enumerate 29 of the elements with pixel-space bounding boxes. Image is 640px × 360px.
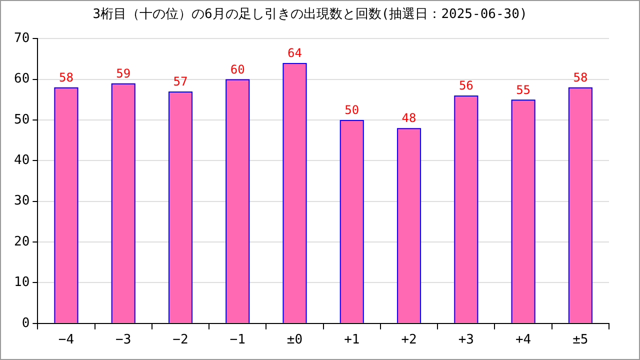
- data-label: 58: [573, 70, 588, 85]
- x-tick-label: −1: [230, 332, 246, 348]
- data-label: 60: [230, 62, 245, 76]
- x-tick-label: −4: [58, 332, 74, 348]
- chart-title: 3桁目（十の位）の6月の足し引きの出現数と回数(抽選日：2025-06-30): [92, 7, 528, 22]
- x-tick-label: +3: [458, 332, 474, 348]
- x-tick-label: +1: [344, 332, 360, 348]
- data-label: 50: [344, 103, 360, 118]
- x-tick-label: +2: [401, 332, 417, 348]
- data-label: 48: [402, 111, 416, 126]
- y-tick-label: 20: [14, 234, 30, 250]
- y-tick-label: 70: [14, 30, 30, 46]
- data-label: 64: [288, 46, 302, 60]
- y-tick-label: 10: [14, 275, 30, 290]
- x-tick-label: −3: [116, 332, 132, 348]
- data-label: 57: [173, 74, 188, 89]
- y-tick-label: 50: [14, 112, 30, 128]
- data-label: 58: [58, 70, 74, 85]
- y-tick-label: 30: [14, 194, 30, 209]
- y-tick-label: 40: [14, 153, 30, 168]
- y-tick-label: 60: [14, 72, 30, 87]
- x-tick-label: ±0: [286, 332, 303, 348]
- data-label: 59: [116, 66, 131, 80]
- x-tick-label: −2: [172, 332, 188, 348]
- y-tick-label: 0: [22, 316, 30, 331]
- data-label: 55: [516, 82, 531, 97]
- x-tick-label: ±5: [572, 332, 588, 348]
- data-label: 56: [458, 78, 474, 93]
- x-tick-label: +4: [515, 332, 532, 348]
